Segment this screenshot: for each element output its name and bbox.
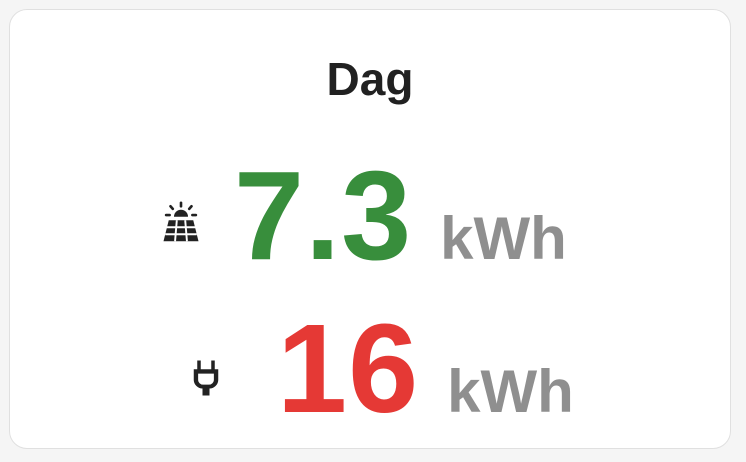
solar-value: 7.3: [234, 145, 413, 286]
solar-panel-icon: [160, 201, 202, 243]
grid-unit: kWh: [447, 358, 574, 425]
energy-card[interactable]: Dag: [9, 9, 731, 449]
power-plug-icon: [185, 357, 227, 399]
solar-production-row[interactable]: 7.3 kWh: [160, 153, 567, 279]
card-title: Dag: [326, 53, 414, 105]
grid-consumption-row[interactable]: 16 kWh: [185, 306, 574, 432]
grid-value: 16: [277, 298, 420, 439]
solar-unit: kWh: [440, 205, 567, 272]
